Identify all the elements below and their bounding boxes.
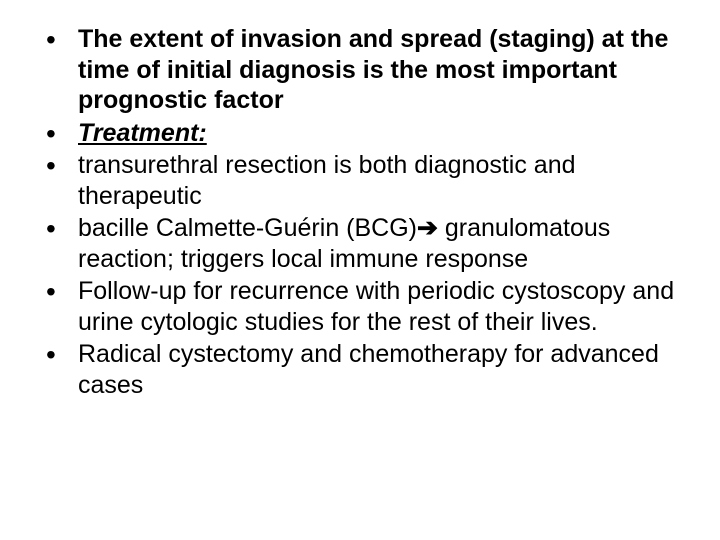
bullet-text: The extent of invasion and spread (stagi… xyxy=(78,25,668,114)
arrow-icon: ➔ xyxy=(417,214,438,242)
list-item: The extent of invasion and spread (stagi… xyxy=(20,24,680,116)
list-item: Radical cystectomy and chemotherapy for … xyxy=(20,339,680,400)
bullet-text: bacille Calmette-Guérin (BCG)➔ granuloma… xyxy=(78,214,610,273)
list-item: transurethral resection is both diagnost… xyxy=(20,150,680,211)
bullet-text: Radical cystectomy and chemotherapy for … xyxy=(78,340,659,399)
bullet-text: Follow-up for recurrence with periodic c… xyxy=(78,277,674,336)
bullet-text: Treatment: xyxy=(78,119,207,147)
list-item: Follow-up for recurrence with periodic c… xyxy=(20,276,680,337)
list-item: bacille Calmette-Guérin (BCG)➔ granuloma… xyxy=(20,213,680,274)
bullet-list: The extent of invasion and spread (stagi… xyxy=(20,24,680,400)
bullet-text: transurethral resection is both diagnost… xyxy=(78,151,576,210)
list-item: Treatment: xyxy=(20,118,680,149)
bullet-prefix: bacille Calmette-Guérin (BCG) xyxy=(78,214,417,242)
